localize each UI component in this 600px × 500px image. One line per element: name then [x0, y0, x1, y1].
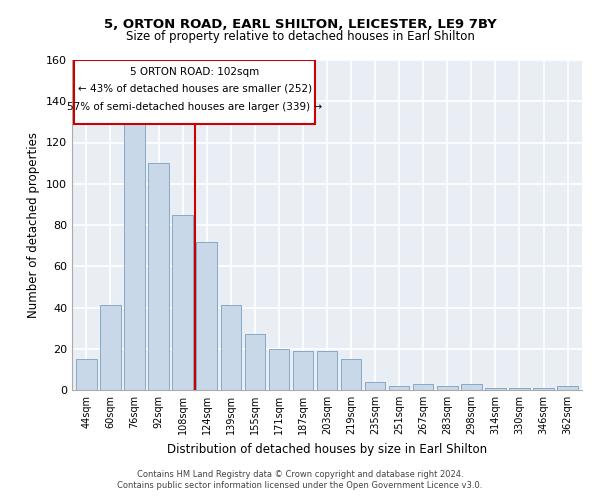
Text: 5, ORTON ROAD, EARL SHILTON, LEICESTER, LE9 7BY: 5, ORTON ROAD, EARL SHILTON, LEICESTER, …	[104, 18, 496, 30]
Bar	[365, 382, 385, 390]
Bar	[509, 388, 530, 390]
FancyBboxPatch shape	[74, 60, 315, 124]
Bar	[461, 384, 482, 390]
Bar	[533, 388, 554, 390]
X-axis label: Distribution of detached houses by size in Earl Shilton: Distribution of detached houses by size …	[167, 442, 487, 456]
Bar	[317, 351, 337, 390]
Bar	[557, 386, 578, 390]
Bar	[269, 349, 289, 390]
Bar	[221, 306, 241, 390]
Bar	[148, 163, 169, 390]
Y-axis label: Number of detached properties: Number of detached properties	[28, 132, 40, 318]
Bar	[437, 386, 458, 390]
Bar	[196, 242, 217, 390]
Bar	[76, 359, 97, 390]
Bar	[293, 351, 313, 390]
Bar	[172, 214, 193, 390]
Text: Size of property relative to detached houses in Earl Shilton: Size of property relative to detached ho…	[125, 30, 475, 43]
Bar	[245, 334, 265, 390]
Bar	[124, 112, 145, 390]
Bar	[341, 359, 361, 390]
Bar	[413, 384, 433, 390]
Bar	[485, 388, 506, 390]
Bar	[389, 386, 409, 390]
Text: Contains public sector information licensed under the Open Government Licence v3: Contains public sector information licen…	[118, 481, 482, 490]
Text: Contains HM Land Registry data © Crown copyright and database right 2024.: Contains HM Land Registry data © Crown c…	[137, 470, 463, 479]
Text: 57% of semi-detached houses are larger (339) →: 57% of semi-detached houses are larger (…	[67, 102, 322, 113]
Bar	[100, 306, 121, 390]
Text: 5 ORTON ROAD: 102sqm: 5 ORTON ROAD: 102sqm	[130, 68, 259, 78]
Text: ← 43% of detached houses are smaller (252): ← 43% of detached houses are smaller (25…	[77, 84, 312, 94]
